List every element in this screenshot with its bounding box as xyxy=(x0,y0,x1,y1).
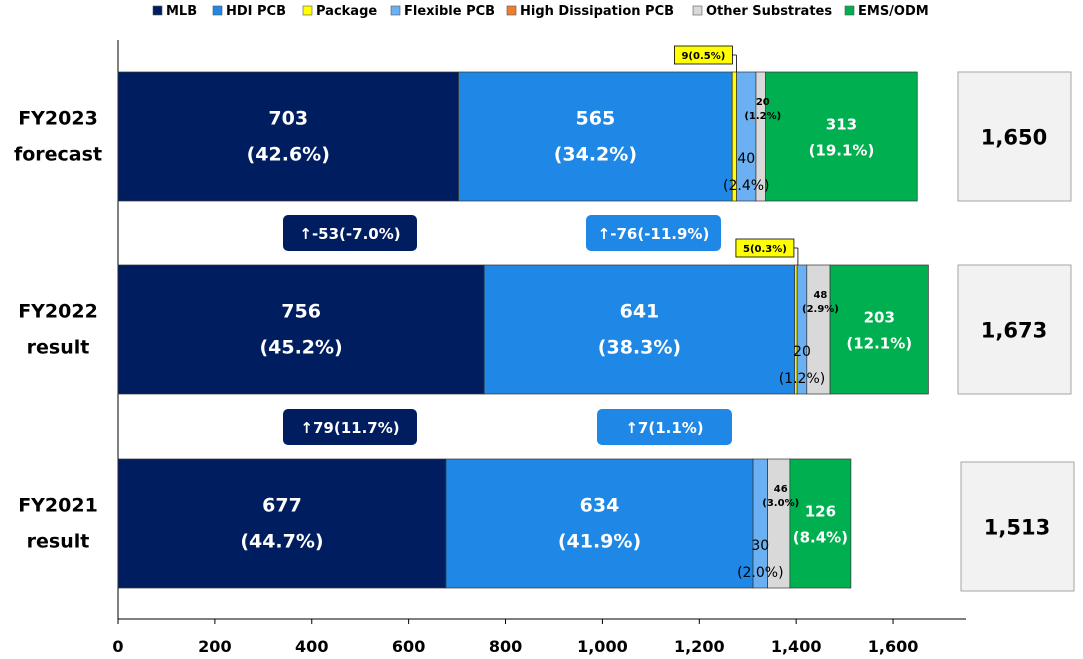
legend-label: MLB xyxy=(166,4,197,19)
data-label-value: 46 xyxy=(774,484,788,495)
data-label-value: 20 xyxy=(756,97,770,108)
legend-swatch xyxy=(302,5,313,16)
legend-label: High Dissipation PCB xyxy=(520,4,674,19)
change-badge xyxy=(283,215,417,251)
total-value: 1,513 xyxy=(984,516,1050,540)
x-tick-label: 1,400 xyxy=(771,637,822,656)
package-callout-label: 5(0.3%) xyxy=(743,244,787,255)
x-tick-label: 1,000 xyxy=(577,637,628,656)
x-tick-label: 200 xyxy=(198,637,231,656)
bar-segment-hdi-pcb xyxy=(458,71,733,202)
category-label: FY2023 xyxy=(18,108,98,130)
total-box xyxy=(957,71,1072,202)
x-tick-label: 800 xyxy=(489,637,522,656)
data-label-value: 641 xyxy=(620,301,660,323)
data-label-percent: (2.9%) xyxy=(802,304,839,315)
package-callout-label: 9(0.5%) xyxy=(681,51,725,62)
x-tick-label: 400 xyxy=(295,637,328,656)
x-tick-label: 600 xyxy=(392,637,425,656)
legend-label: Flexible PCB xyxy=(404,4,495,19)
change-badge xyxy=(586,215,721,251)
total-box xyxy=(957,264,1072,395)
legend-swatch xyxy=(844,5,855,16)
bar-segment-mlb xyxy=(117,458,447,589)
data-label-value: 126 xyxy=(805,503,836,521)
category-label: FY2021 xyxy=(18,495,98,517)
total-box xyxy=(960,461,1075,592)
data-label-percent: (1.2%) xyxy=(779,371,826,387)
data-label-value: 703 xyxy=(268,108,308,130)
data-label-percent: (45.2%) xyxy=(259,337,342,359)
category-label: FY2022 xyxy=(18,301,98,323)
data-label-value: 634 xyxy=(580,495,620,517)
bar-segment-ems-odm xyxy=(765,71,918,202)
data-label-value: 40 xyxy=(737,151,755,167)
legend-swatch xyxy=(212,5,223,16)
legend-swatch xyxy=(390,5,401,16)
category-label: forecast xyxy=(14,144,102,166)
change-badge-label: ↑-53(-7.0%) xyxy=(299,225,400,243)
data-label-value: 313 xyxy=(826,116,857,134)
data-label-value: 565 xyxy=(576,108,616,130)
data-label-percent: (34.2%) xyxy=(554,144,637,166)
category-label: result xyxy=(27,337,90,359)
data-label-percent: (8.4%) xyxy=(793,529,848,547)
total-value: 1,673 xyxy=(981,319,1047,343)
data-label-percent: (42.6%) xyxy=(247,144,330,166)
data-label-value: 20 xyxy=(793,344,811,360)
change-badge-label: ↑-76(-11.9%) xyxy=(598,225,710,243)
x-tick-label: 1,200 xyxy=(674,637,725,656)
legend-swatch xyxy=(692,5,703,16)
bar-segment-ems-odm xyxy=(789,458,852,589)
change-badge-label: ↑79(11.7%) xyxy=(300,419,399,437)
bar-segment-hdi-pcb xyxy=(483,264,796,395)
category-label: result xyxy=(27,531,90,553)
data-label-percent: (19.1%) xyxy=(809,142,875,160)
bar-segment-ems-odm xyxy=(829,264,929,395)
data-label-value: 30 xyxy=(751,538,769,554)
x-tick-label: 1,600 xyxy=(868,637,919,656)
data-label-percent: (2.4%) xyxy=(723,178,770,194)
data-label-value: 48 xyxy=(813,290,827,301)
bar-segment-hdi-pcb xyxy=(445,458,754,589)
change-badge xyxy=(597,409,732,445)
x-tick-label: 0 xyxy=(112,637,123,656)
data-label-value: 677 xyxy=(262,495,302,517)
data-label-percent: (12.1%) xyxy=(846,335,912,353)
bar-segment-mlb xyxy=(117,71,459,202)
data-label-value: 756 xyxy=(281,301,321,323)
data-label-percent: (44.7%) xyxy=(240,531,323,553)
total-value: 1,650 xyxy=(981,126,1047,150)
bar-segment-mlb xyxy=(117,264,485,395)
legend-swatch xyxy=(152,5,163,16)
legend-label: Package xyxy=(316,4,377,19)
legend-swatch xyxy=(506,5,517,16)
legend-label: Other Substrates xyxy=(706,4,832,19)
legend-label: HDI PCB xyxy=(226,4,286,19)
data-label-value: 203 xyxy=(864,309,895,327)
change-badge xyxy=(283,409,417,445)
data-label-percent: (1.2%) xyxy=(744,111,781,122)
legend-label: EMS/ODM xyxy=(858,4,929,19)
data-label-percent: (41.9%) xyxy=(558,531,641,553)
data-label-percent: (38.3%) xyxy=(598,337,681,359)
data-label-percent: (3.0%) xyxy=(762,498,799,509)
data-label-percent: (2.0%) xyxy=(737,565,784,581)
change-badge-label: ↑7(1.1%) xyxy=(625,419,703,437)
